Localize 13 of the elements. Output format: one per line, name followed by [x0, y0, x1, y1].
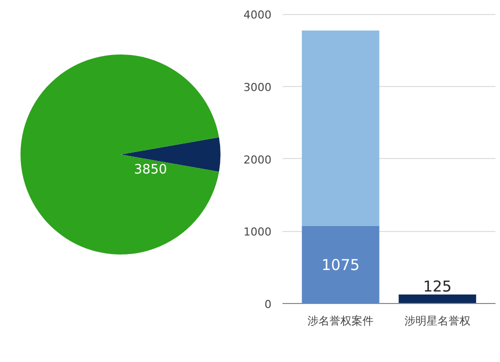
x-tick-label: 涉明星名誉权	[404, 314, 470, 328]
data-label: 1075	[322, 256, 360, 274]
text: 3850	[134, 162, 168, 178]
y-tick-label: 2000	[244, 153, 272, 166]
y-tick-label: 3000	[244, 81, 272, 94]
y-tick-label: 0	[264, 298, 272, 311]
bar	[302, 30, 380, 226]
y-tick-label: 1000	[244, 226, 272, 239]
data-label: 125	[423, 277, 452, 296]
x-tick-label: 涉名誉权案件	[308, 314, 374, 328]
bar	[302, 226, 380, 304]
bar	[398, 294, 476, 304]
y-tick-label: 4000	[244, 8, 272, 22]
